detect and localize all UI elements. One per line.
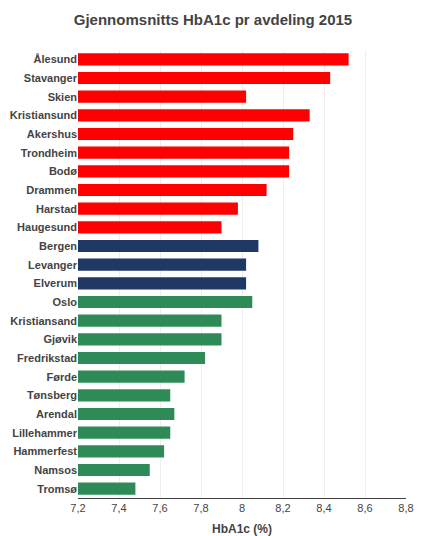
svg-text:Stavanger: Stavanger xyxy=(24,72,78,84)
svg-text:Kristiansand: Kristiansand xyxy=(10,315,77,327)
svg-text:8,6: 8,6 xyxy=(357,502,372,514)
svg-text:Trondheim: Trondheim xyxy=(21,147,77,159)
svg-text:Førde: Førde xyxy=(46,371,77,383)
svg-text:Elverum: Elverum xyxy=(34,277,78,289)
svg-text:Levanger: Levanger xyxy=(28,259,78,271)
svg-text:Tønsberg: Tønsberg xyxy=(27,389,77,401)
svg-text:Skien: Skien xyxy=(48,91,78,103)
svg-text:7,2: 7,2 xyxy=(70,502,85,514)
svg-text:7,6: 7,6 xyxy=(152,502,167,514)
svg-text:7,4: 7,4 xyxy=(111,502,126,514)
svg-text:8: 8 xyxy=(239,502,245,514)
svg-text:Gjøvik: Gjøvik xyxy=(43,333,78,345)
svg-text:Namsos: Namsos xyxy=(34,464,77,476)
svg-text:Harstad: Harstad xyxy=(36,203,77,215)
svg-text:Ålesund: Ålesund xyxy=(34,53,77,65)
svg-text:Bergen: Bergen xyxy=(39,240,77,252)
svg-text:Drammen: Drammen xyxy=(26,184,77,196)
svg-text:8,4: 8,4 xyxy=(316,502,331,514)
svg-text:Oslo: Oslo xyxy=(53,296,78,308)
svg-text:Haugesund: Haugesund xyxy=(17,221,77,233)
svg-text:Lillehammer: Lillehammer xyxy=(12,427,78,439)
svg-text:Kristiansund: Kristiansund xyxy=(10,109,77,121)
svg-text:Fredrikstad: Fredrikstad xyxy=(17,352,77,364)
svg-text:HbA1c (%): HbA1c (%) xyxy=(212,522,272,536)
svg-text:Akershus: Akershus xyxy=(27,128,77,140)
svg-text:Tromsø: Tromsø xyxy=(37,483,77,495)
svg-text:Gjennomsnitts HbA1c pr avdelin: Gjennomsnitts HbA1c pr avdeling 2015 xyxy=(74,11,352,28)
svg-text:Hammerfest: Hammerfest xyxy=(13,445,77,457)
svg-text:8,2: 8,2 xyxy=(275,502,290,514)
svg-text:7,8: 7,8 xyxy=(193,502,208,514)
svg-text:Bodø: Bodø xyxy=(49,165,77,177)
svg-text:8,8: 8,8 xyxy=(398,502,413,514)
svg-text:Arendal: Arendal xyxy=(36,408,77,420)
